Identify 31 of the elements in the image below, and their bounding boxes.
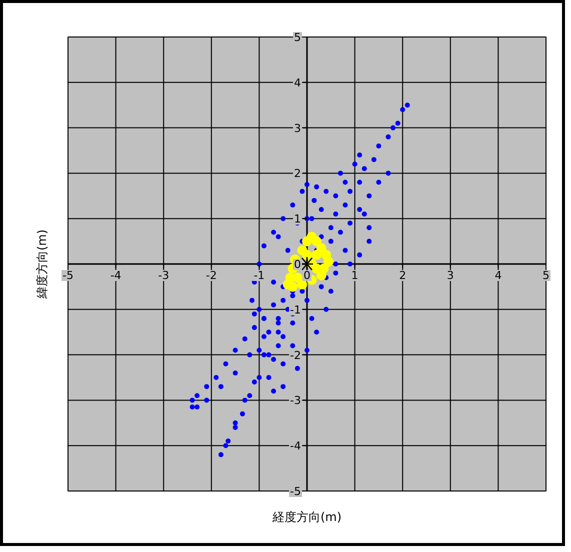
y-tick-label: -2 bbox=[290, 348, 301, 362]
x-tick-label: -2 bbox=[206, 269, 217, 282]
y-tick-label: -4 bbox=[290, 440, 301, 453]
point bbox=[312, 236, 322, 246]
y-tick-label: 4 bbox=[294, 76, 301, 90]
x-tick-label: 5 bbox=[542, 269, 550, 282]
y-tick-label: 5 bbox=[294, 31, 301, 44]
y-tick-label: -3 bbox=[290, 394, 301, 408]
x-tick-label: 3 bbox=[446, 269, 454, 282]
point bbox=[302, 236, 312, 246]
y-tick-label: 3 bbox=[294, 122, 301, 135]
x-tick-label: -4 bbox=[110, 269, 122, 282]
y-axis-title: 緯度方向(m) bbox=[35, 229, 49, 300]
x-tick-label: -5 bbox=[62, 269, 74, 282]
x-tick-label: -3 bbox=[158, 269, 170, 282]
x-axis-title: 経度方向(m) bbox=[271, 510, 342, 524]
y-tick-label: 0 bbox=[294, 258, 301, 271]
point bbox=[312, 250, 322, 260]
x-tick-label: -1 bbox=[254, 269, 265, 282]
point bbox=[292, 272, 302, 283]
x-tick-label: 0 bbox=[304, 269, 310, 282]
point bbox=[324, 256, 334, 267]
point bbox=[302, 250, 312, 260]
y-tick-label: 2 bbox=[294, 167, 301, 180]
x-tick-label: 4 bbox=[494, 269, 502, 282]
x-tick-label: 1 bbox=[351, 269, 358, 282]
y-tick-label: 1 bbox=[294, 212, 301, 226]
x-tick-label: 2 bbox=[399, 269, 406, 282]
point bbox=[300, 256, 314, 272]
y-tick-label: -5 bbox=[290, 485, 301, 498]
y-tick-label: -1 bbox=[290, 303, 301, 316]
